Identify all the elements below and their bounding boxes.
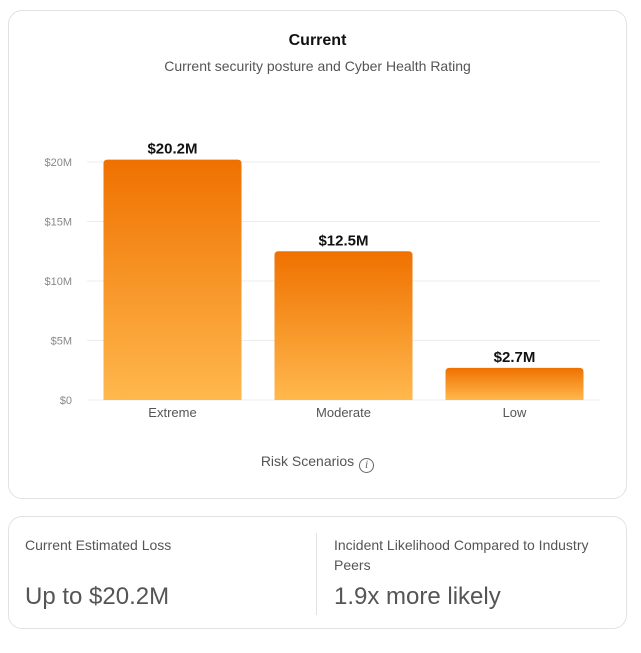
y-tick-label: $15M bbox=[44, 217, 72, 229]
incident-likelihood-stat: Incident Likelihood Compared to Industry… bbox=[334, 517, 614, 628]
chart-title: Current bbox=[288, 32, 347, 49]
y-tick-label: $5M bbox=[51, 336, 72, 348]
y-tick-label: $10M bbox=[44, 276, 72, 288]
chart-card: Current Current security posture and Cyb… bbox=[8, 10, 627, 499]
bar-moderate[interactable] bbox=[274, 251, 413, 400]
y-tick-label: $20M bbox=[44, 157, 72, 169]
bar-chart: $0 $5M $10M $15M $20M $20.2M Extreme $12.5M Mode… bbox=[44, 141, 600, 420]
y-tick-label: $0 bbox=[60, 395, 72, 407]
x-axis-title-text: Risk Scenarios bbox=[260, 453, 355, 469]
estimated-loss-label: Current Estimated Loss bbox=[25, 537, 172, 553]
x-tick-label: Low bbox=[503, 405, 527, 420]
chart-subtitle: Current security posture and Cyber Healt… bbox=[164, 58, 471, 74]
incident-likelihood-label: Incident Likelihood Compared to Industry… bbox=[334, 537, 589, 573]
stats-divider bbox=[316, 533, 317, 615]
x-axis-title: Risk Scenarios i bbox=[9, 453, 626, 473]
estimated-loss-value: Up to $20.2M bbox=[25, 583, 170, 610]
estimated-loss-stat: Current Estimated Loss Up to $20.2M bbox=[25, 517, 305, 628]
x-tick-label: Moderate bbox=[316, 405, 371, 420]
bar-value-label: $12.5M bbox=[318, 232, 368, 249]
bar-value-label: $20.2M bbox=[147, 141, 197, 158]
stats-card: Current Estimated Loss Up to $20.2M Inci… bbox=[8, 516, 627, 629]
incident-likelihood-value: 1.9x more likely bbox=[334, 583, 501, 610]
bar-extreme[interactable] bbox=[103, 159, 242, 400]
bar-value-label: $2.7M bbox=[494, 349, 536, 366]
info-icon[interactable]: i bbox=[359, 458, 375, 473]
bar-low[interactable] bbox=[445, 367, 584, 400]
x-tick-label: Extreme bbox=[148, 405, 196, 420]
